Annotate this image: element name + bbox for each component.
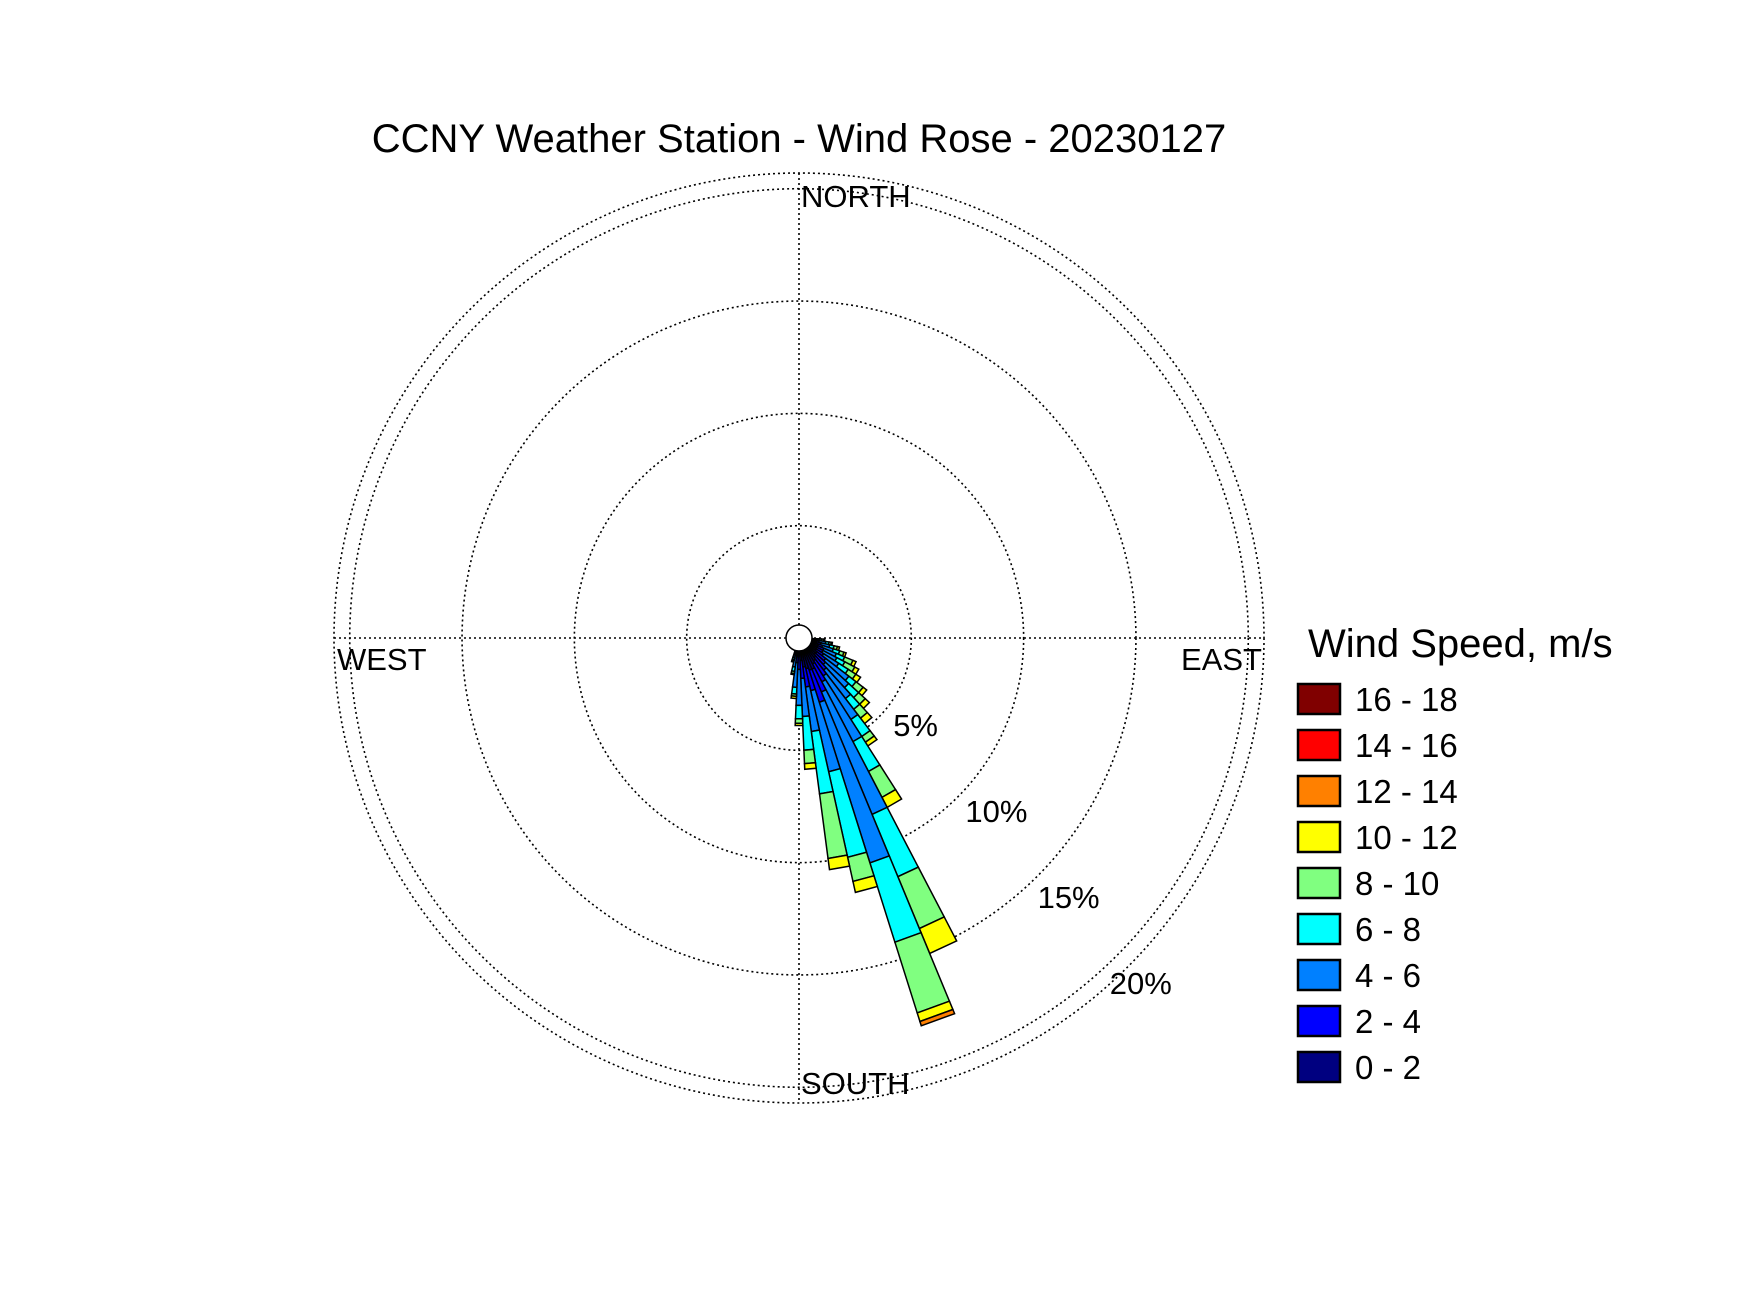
radial-label-4: 20% xyxy=(1110,966,1172,1001)
north-label: NORTH xyxy=(801,179,911,214)
chart-title: CCNY Weather Station - Wind Rose - 20230… xyxy=(372,117,1227,161)
legend-label-0: 16 - 18 xyxy=(1355,681,1458,718)
sector-185-bin-5 xyxy=(790,695,798,700)
legend-label-3: 10 - 12 xyxy=(1355,819,1458,856)
sector-195-bin-5 xyxy=(790,659,795,664)
legend-label-2: 12 - 14 xyxy=(1355,773,1458,810)
polar-grid xyxy=(333,172,1265,1104)
legend-swatch-4 xyxy=(1296,866,1342,900)
legend-swatch-7 xyxy=(1296,1004,1342,1038)
legend-swatch-3 xyxy=(1296,820,1342,854)
legend-label-5: 6 - 8 xyxy=(1355,911,1421,948)
center-hole xyxy=(785,624,813,652)
radial-tick-labels: 5% 10% 15% 20% xyxy=(893,708,1172,1001)
sector-160-bin-6 xyxy=(918,1008,956,1027)
legend-swatch-2 xyxy=(1296,774,1342,808)
south-label: SOUTH xyxy=(801,1066,910,1101)
sector-175-bin-4 xyxy=(803,748,817,765)
legend-swatch-5 xyxy=(1296,912,1342,946)
legend-swatch-1 xyxy=(1296,728,1342,762)
legend-label-6: 4 - 6 xyxy=(1355,957,1421,994)
legend-label-4: 8 - 10 xyxy=(1355,865,1439,902)
grid-ring-1 xyxy=(685,524,913,752)
legend-swatch-6 xyxy=(1296,958,1342,992)
sector-165-bin-5 xyxy=(852,874,879,894)
radial-label-1: 5% xyxy=(893,708,938,743)
sector-170-bin-5 xyxy=(827,854,851,871)
legend-label-8: 0 - 2 xyxy=(1355,1049,1421,1086)
radial-label-2: 10% xyxy=(965,794,1027,829)
sector-180-bin-5 xyxy=(794,722,804,727)
legend-label-7: 2 - 4 xyxy=(1355,1003,1421,1040)
legend-title: Wind Speed, m/s xyxy=(1308,622,1613,666)
sector-190-bin-5 xyxy=(790,672,796,676)
legend-swatch-8 xyxy=(1296,1050,1342,1084)
sector-180-bin-3 xyxy=(794,704,804,720)
radial-label-3: 15% xyxy=(1038,880,1100,915)
legend-swatch-0 xyxy=(1296,682,1342,716)
legend-label-1: 14 - 16 xyxy=(1355,727,1458,764)
east-label: EAST xyxy=(1181,642,1262,677)
sector-175-bin-5 xyxy=(803,761,817,771)
legend: Wind Speed, m/s 16 - 18 14 - 16 12 - 14 10 … xyxy=(1296,622,1613,1086)
wind-sectors xyxy=(790,637,958,1027)
west-label: WEST xyxy=(337,642,427,677)
